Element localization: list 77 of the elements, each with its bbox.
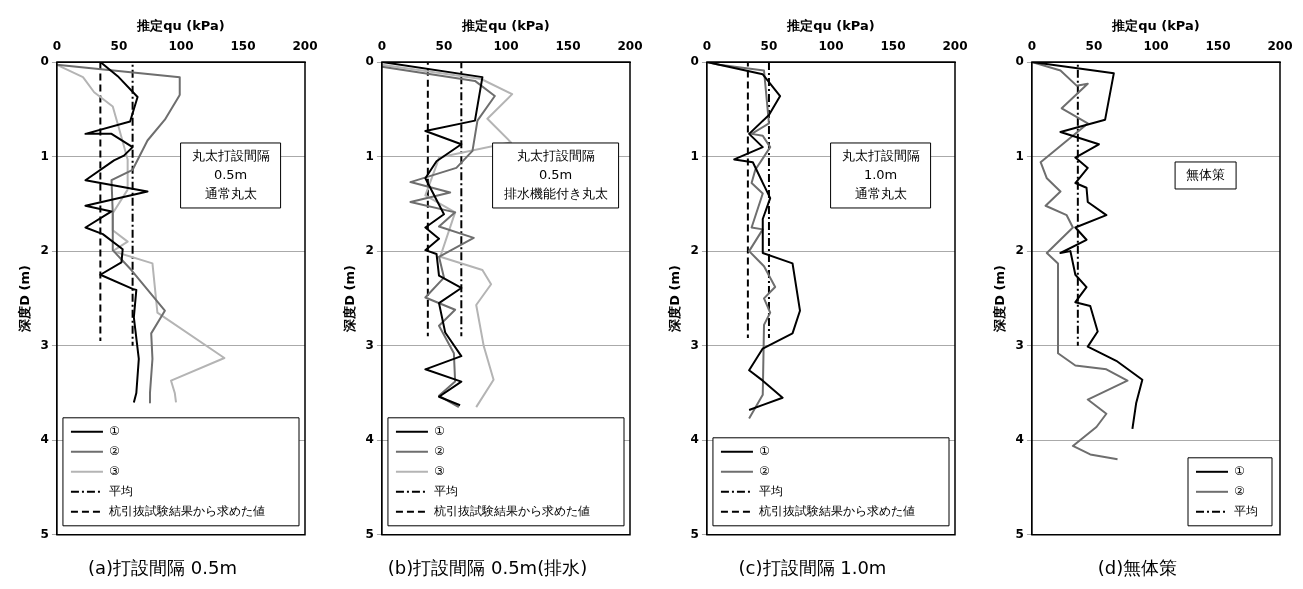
legend-label: 平均 [433, 483, 458, 498]
legend-label: 平均 [1234, 503, 1258, 518]
annotation: 丸太打設間隔 0.5m 排水機能付き丸太 [503, 147, 608, 201]
legend-label: 杭引抜試験結果から求めた値 [107, 503, 265, 518]
x-axis-title: 推定qu (kPa) [136, 18, 225, 34]
y-tick-label: 0 [365, 54, 374, 69]
x-tick-label: 150 [555, 38, 581, 53]
legend-label: ① [433, 423, 445, 438]
x-axis-title: 推定qu (kPa) [461, 18, 550, 34]
x-tick-label: 100 [818, 38, 844, 53]
legend-label: 平均 [108, 483, 133, 498]
y-tick-label: 5 [40, 526, 49, 541]
legend-label: ① [758, 443, 770, 458]
text: (a)打設間隔 0.5m [87, 556, 238, 580]
y-tick-label: 0 [690, 54, 699, 69]
y-tick-label: 2 [1015, 243, 1024, 258]
text: (b)打設間隔 0.5m(排水) [386, 556, 589, 580]
y-tick-label: 4 [365, 432, 374, 447]
legend-label: ② [108, 443, 120, 458]
y-tick-label: 0 [1015, 54, 1024, 69]
legend-label: ③ [108, 463, 120, 478]
y-axis-title: 深度D (m) [992, 265, 1008, 333]
y-tick-label: 1 [690, 148, 699, 163]
legend-label: 杭引抜試験結果から求めた値 [757, 503, 915, 518]
legend-label: ② [1234, 483, 1245, 498]
y-tick-label: 1 [1015, 148, 1024, 163]
y-tick-label: 3 [1015, 337, 1024, 352]
annotation: 丸太打設間隔 1.0m 通常丸太 [841, 147, 920, 201]
x-tick-label: 100 [493, 38, 519, 53]
y-tick-label: 5 [1015, 526, 1024, 541]
y-tick-label: 2 [365, 243, 374, 258]
y-tick-label: 0 [40, 54, 49, 69]
legend-label: 杭引抜試験結果から求めた値 [432, 503, 590, 518]
annotation: 無体策 [1186, 166, 1226, 182]
y-tick-label: 1 [365, 148, 374, 163]
x-axis-title: 推定qu (kPa) [1111, 18, 1200, 34]
legend-label: ② [433, 443, 445, 458]
annotation: 丸太打設間隔 0.5m 通常丸太 [191, 147, 270, 201]
x-tick-label: 200 [617, 38, 643, 53]
y-tick-label: 2 [690, 243, 699, 258]
y-tick-label: 4 [40, 432, 49, 447]
x-tick-label: 0 [377, 38, 387, 53]
x-tick-label: 100 [168, 38, 194, 53]
text: (c)打設間隔 1.0m [737, 556, 888, 580]
y-axis-title: 深度D (m) [342, 265, 358, 333]
x-tick-label: 150 [230, 38, 256, 53]
legend-label: 平均 [758, 483, 783, 498]
y-tick-label: 1 [40, 148, 49, 163]
x-tick-label: 150 [880, 38, 906, 53]
y-tick-label: 5 [690, 526, 699, 541]
x-tick-label: 200 [1267, 38, 1293, 53]
x-tick-label: 150 [1205, 38, 1231, 53]
x-tick-label: 0 [52, 38, 62, 53]
x-tick-label: 200 [292, 38, 318, 53]
y-tick-label: 4 [690, 432, 699, 447]
legend-label: ① [1234, 463, 1245, 478]
x-tick-label: 200 [942, 38, 968, 53]
y-tick-label: 3 [690, 337, 699, 352]
legend-label: ② [758, 463, 770, 478]
y-tick-label: 4 [1015, 432, 1024, 447]
x-tick-label: 100 [1143, 38, 1169, 53]
x-tick-label: 0 [1027, 38, 1037, 53]
y-tick-label: 2 [40, 243, 49, 258]
x-tick-label: 50 [760, 38, 778, 53]
legend-label: ③ [433, 463, 445, 478]
legend-label: ① [108, 423, 120, 438]
x-axis-title: 推定qu (kPa) [786, 18, 875, 34]
x-tick-label: 50 [1085, 38, 1103, 53]
y-tick-label: 3 [40, 337, 49, 352]
text: (d)無体策 [1096, 556, 1179, 580]
x-tick-label: 0 [702, 38, 712, 53]
y-axis-title: 深度D (m) [17, 265, 33, 333]
x-tick-label: 50 [110, 38, 128, 53]
x-tick-label: 50 [435, 38, 453, 53]
y-tick-label: 3 [365, 337, 374, 352]
y-axis-title: 深度D (m) [667, 265, 683, 333]
y-tick-label: 5 [365, 526, 374, 541]
